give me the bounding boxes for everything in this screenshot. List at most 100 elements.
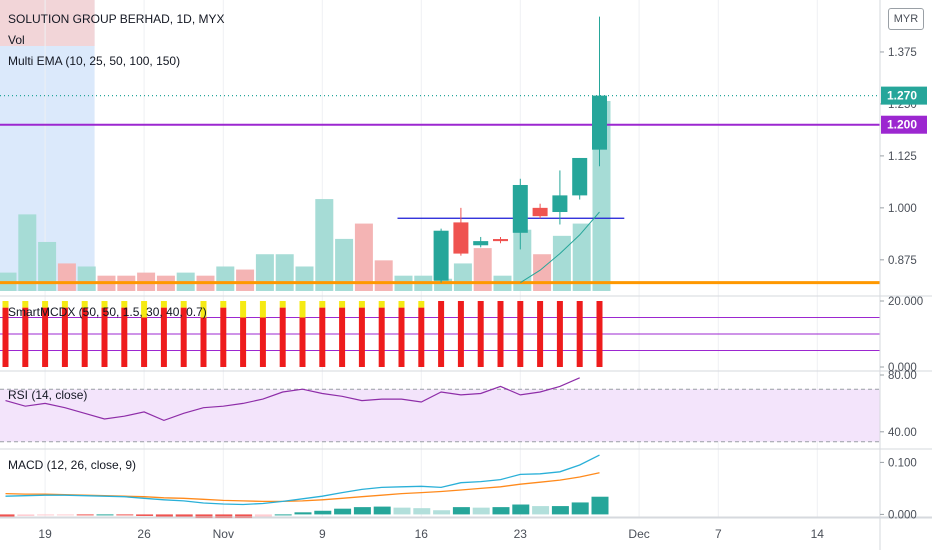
smartmcdx-bar-red <box>596 301 603 367</box>
ema-line <box>520 211 600 284</box>
y-tick-label: 40.00 <box>888 427 917 439</box>
smartmcdx-bar-red <box>279 307 286 367</box>
smartmcdx-bar-yellow <box>81 301 88 308</box>
smartmcdx-bar-yellow <box>358 301 365 308</box>
x-tick-label: 9 <box>319 527 326 541</box>
macd-histogram-bar <box>294 512 312 515</box>
volume-bar <box>38 241 57 291</box>
y-tick-label: 0.000 <box>888 362 917 374</box>
smartmcdx-bar-red <box>240 317 247 367</box>
smartmcdx-bar-yellow <box>259 301 266 318</box>
macd-histogram-bar <box>571 502 589 515</box>
candle-body <box>532 207 548 217</box>
macd-histogram-bar <box>136 514 154 516</box>
macd-histogram-bar <box>0 514 15 517</box>
macd-histogram-bar <box>591 496 609 515</box>
smartmcdx-bar-red <box>200 317 207 367</box>
smartmcdx-bar-red <box>477 301 484 367</box>
candle-body <box>552 195 568 213</box>
macd-histogram-bar <box>195 514 213 519</box>
candle-body <box>493 239 508 242</box>
volume-bar <box>552 235 571 291</box>
smartmcdx-bar-red <box>22 307 29 367</box>
smartmcdx-bar-red <box>339 307 346 367</box>
macd-histogram-bar <box>76 514 94 516</box>
smartmcdx-bar-red <box>378 307 385 367</box>
smartmcdx-bar-red <box>398 307 405 367</box>
volume-legend: Vol <box>8 33 25 47</box>
smartmcdx-bar-yellow <box>299 301 306 318</box>
smartmcdx-bar-red <box>319 307 326 367</box>
macd-histogram-bar <box>254 514 272 517</box>
volume-bar <box>374 260 393 291</box>
macd-histogram-bar <box>492 507 510 515</box>
smartmcdx-bar-red <box>101 307 108 367</box>
smartmcdx-bar-yellow <box>180 301 187 308</box>
smartmcdx-bar-red <box>81 307 88 367</box>
smartmcdx-bar-red <box>141 317 148 367</box>
x-tick-label: 26 <box>137 527 151 541</box>
macd-histogram-bar <box>235 514 253 519</box>
macd-histogram-bar <box>472 507 490 515</box>
volume-bar <box>315 199 334 291</box>
volume-bar <box>572 223 591 291</box>
smartmcdx-bar-red <box>517 301 524 367</box>
volume-bar <box>255 254 274 291</box>
volume-bar <box>236 269 255 291</box>
smartmcdx-bar-yellow <box>160 301 167 308</box>
macd-histogram-bar <box>37 514 55 516</box>
y-tick-label: 1.375 <box>888 47 917 59</box>
currency-badge[interactable]: MYR <box>888 8 924 30</box>
smartmcdx-bar-yellow <box>121 301 128 308</box>
smartmcdx-bar-red <box>61 307 68 367</box>
volume-bar <box>216 266 235 291</box>
smartmcdx-bar-red <box>418 307 425 367</box>
smartmcdx-bar-yellow <box>61 301 68 308</box>
rsi-band <box>0 389 880 442</box>
macd-histogram-bar <box>353 507 371 515</box>
chart-title: SOLUTION GROUP BERHAD, 1D, MYX <box>8 12 225 26</box>
macd-histogram-bar <box>413 508 431 515</box>
y-tick-label: 20.000 <box>888 296 923 308</box>
candle-body <box>572 157 588 196</box>
x-tick-label: 14 <box>811 527 825 541</box>
smartmcdx-bar-yellow <box>378 301 385 308</box>
macd-histogram-bar <box>393 507 411 515</box>
smartmcdx-bar-red <box>537 301 544 367</box>
smartmcdx-bar-yellow <box>42 301 49 308</box>
price-label-badge <box>881 115 927 134</box>
smartmcdx-bar-yellow <box>141 301 148 318</box>
smartmcdx-bar-red <box>42 307 49 367</box>
x-tick-label: Dec <box>628 527 649 541</box>
volume-bar <box>275 254 294 291</box>
macd-histogram-bar <box>17 514 35 516</box>
smartmcdx-bar-yellow <box>2 301 9 308</box>
smartmcdx-bar-red <box>220 307 227 367</box>
macd-histogram-bar <box>274 514 292 516</box>
smartmcdx-bar-yellow <box>220 301 227 308</box>
smartmcdx-bar-yellow <box>339 301 346 308</box>
x-tick-label: 19 <box>38 527 52 541</box>
x-tick-label: 16 <box>415 527 429 541</box>
candle-body <box>512 184 528 233</box>
y-tick-label: 1.000 <box>888 203 917 215</box>
smartmcdx-bar-yellow <box>319 301 326 308</box>
smartmcdx-bar-red <box>299 317 306 367</box>
y-tick-label: 1.125 <box>888 151 917 163</box>
smartmcdx-bar-red <box>259 317 266 367</box>
macd-legend: MACD (12, 26, close, 9) <box>8 458 137 472</box>
smartmcdx-bar-red <box>457 301 464 367</box>
price-label-text: 1.270 <box>887 89 917 103</box>
candle-body <box>453 222 469 254</box>
smartmcdx-bar-red <box>556 301 563 367</box>
volume-bar <box>473 248 492 291</box>
x-tick-label: Nov <box>213 527 234 541</box>
volume-bar <box>295 266 314 291</box>
volume-bar <box>77 266 96 291</box>
macd-histogram-bar <box>334 508 352 515</box>
smartmcdx-bar-yellow <box>22 301 29 308</box>
smartmcdx-bar-red <box>438 301 445 367</box>
smartmcdx-bar-red <box>2 307 9 367</box>
